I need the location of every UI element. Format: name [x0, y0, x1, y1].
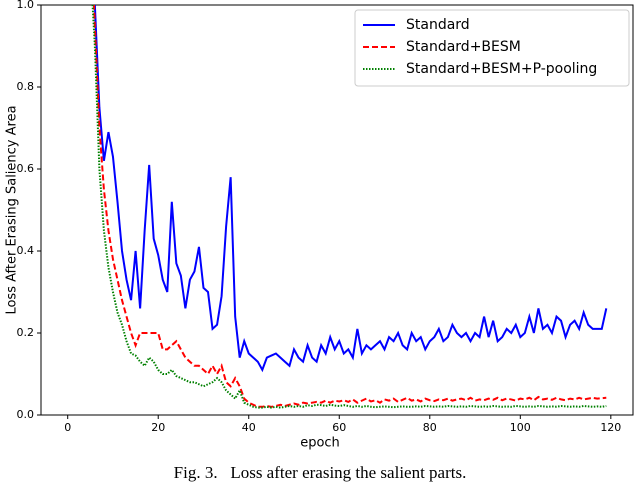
y-tick-label: 0.4: [17, 244, 35, 257]
data-line: [91, 5, 607, 409]
y-axis-label: Loss After Erasing Saliency Area: [5, 105, 20, 314]
legend-box: [354, 9, 630, 87]
y-tick-label: 0.2: [17, 326, 35, 339]
x-tick-label: 80: [423, 421, 437, 434]
data-line: [93, 5, 608, 373]
data-line: [92, 5, 607, 408]
plot-frame: [40, 4, 634, 416]
x-tick-label: 100: [510, 421, 531, 434]
y-tick-label: 0.6: [17, 162, 35, 175]
y-tick-label: 1.0: [17, 0, 35, 11]
x-tick-label: 20: [151, 421, 165, 434]
x-axis-label: epoch: [300, 436, 340, 451]
legend-label: Standard: [406, 17, 470, 33]
y-tick-label: 0.0: [17, 408, 35, 421]
legend-label: Standard+BESM+P-pooling: [406, 61, 597, 77]
x-tick-label: 0: [64, 421, 71, 434]
caption: Fig. 3. Loss after erasing the salient p…: [174, 463, 467, 482]
x-tick-label: 60: [332, 421, 346, 434]
x-tick-label: 120: [600, 421, 621, 434]
y-tick-label: 0.8: [17, 80, 35, 93]
legend-label: Standard+BESM: [406, 39, 521, 55]
x-tick-label: 40: [242, 421, 256, 434]
plot-area: [91, 5, 608, 409]
